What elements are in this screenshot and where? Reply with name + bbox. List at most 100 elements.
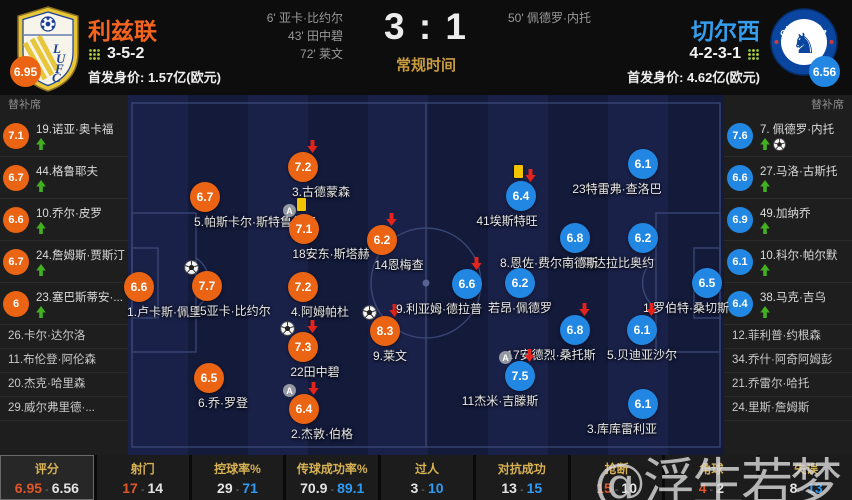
bench-player-row[interactable]: 6 23.塞巴斯蒂安·... <box>0 283 128 325</box>
bench-player-row[interactable]: 6.7 24.詹姆斯·贾斯汀 <box>0 241 128 283</box>
watermark: @浮生若梦 <box>594 454 842 500</box>
player-name: 23特雷弗·查洛巴 <box>572 182 662 196</box>
home-bench-panel: 替补席 7.1 19.诺亚·奥卡福 6.7 44.格鲁耶夫 6.6 10.乔尔·… <box>0 95 128 455</box>
stat-label: 评分 <box>34 461 59 476</box>
stat-home-value: 29 <box>217 479 233 496</box>
away-formation-row: 4-2-3-1 <box>689 45 760 63</box>
player-name: 22田中碧 <box>290 365 340 379</box>
bench-player-name: 44.格鲁耶夫 <box>36 165 98 178</box>
bench-player-row[interactable]: 34.乔什·阿奇阿姆彭 <box>724 349 852 373</box>
away-goal-events: 50' 佩德罗·内托 <box>508 9 591 27</box>
sub-off-arrow-icon <box>389 304 400 317</box>
bench-player-row[interactable]: 21.乔雷尔·哈托 <box>724 373 852 397</box>
match-status: 常规时间 <box>395 57 456 74</box>
player-name: 9.利亚姆·德拉普 <box>395 302 483 316</box>
stat-cell-possession[interactable]: 控球率% 29-71 <box>191 455 284 500</box>
stat-home-value: 8 <box>789 479 798 496</box>
goal-ball-icon <box>184 260 199 275</box>
bench-rating: 6.7 <box>3 248 29 275</box>
stat-cell-rating[interactable]: 评分 6.95-6.56 <box>0 455 94 500</box>
bench-player-row[interactable]: 29.威尔弗里德·... <box>0 397 128 421</box>
player-rating: 6.1 <box>628 149 658 179</box>
stat-cell-dribbles[interactable]: 过人 3-10 <box>381 455 473 500</box>
svg-text:U: U <box>56 51 66 66</box>
home-goal-events: 6' 亚卡·比约尔 43' 田中碧 72' 莱文 <box>267 9 343 63</box>
bench-player-row[interactable]: 6.9 49.加纳乔 <box>724 199 852 241</box>
player-rating: 6.8 <box>560 223 590 253</box>
player-rating: 7.1 <box>289 214 319 244</box>
bench-rating: 6.6 <box>3 206 29 233</box>
player-rating: 7.5 <box>505 361 535 391</box>
assist-badge: A <box>283 204 296 217</box>
away-team-name[interactable]: 切尔西 <box>691 18 760 44</box>
goal-event: 50' 佩德罗·内托 <box>508 11 591 25</box>
player-rating: 6.5 <box>194 363 224 393</box>
match-header: L U F C 6.95 利兹联 3-5-2 首发身价: 1.57亿(欧元) 6… <box>0 0 852 95</box>
player-rating: 6.1 <box>627 315 657 345</box>
bench-player-row[interactable]: 7.6 7. 佩德罗·内托 <box>724 115 852 157</box>
yellow-card-icon <box>297 198 306 211</box>
stat-label: 射门 <box>130 461 155 476</box>
stat-label: 抢断 <box>604 461 629 476</box>
bench-player-row[interactable]: 24.里斯·詹姆斯 <box>724 397 852 421</box>
player-name: 4.阿姆帕杜 <box>290 305 350 319</box>
player-rating: 6.4 <box>289 394 319 424</box>
player-name: 14恩梅查 <box>374 258 424 272</box>
player-rating: 7.2 <box>288 152 318 182</box>
bench-rating: 7.1 <box>3 122 29 149</box>
sub-on-arrow-icon <box>760 138 770 150</box>
player-name: 1.卢卡斯·佩里 <box>126 305 202 319</box>
goal-ball-icon <box>280 321 295 336</box>
stat-cell-errors[interactable]: 失误 8-13 <box>760 455 852 500</box>
stat-cell-pass-accuracy[interactable]: 传球成功率% 70.9-89.1 <box>286 455 379 500</box>
player-rating: 6.6 <box>124 272 154 302</box>
bench-player-row[interactable]: 6.7 44.格鲁耶夫 <box>0 157 128 199</box>
bench-player-row[interactable]: 11.布伦登·阿伦森 <box>0 349 128 373</box>
bench-player-row[interactable]: 12.菲利普·约根森 <box>724 325 852 349</box>
stat-label: 控球率% <box>214 461 261 476</box>
stat-cell-shots[interactable]: 射门 17-14 <box>96 455 189 500</box>
home-team-name[interactable]: 利兹联 <box>88 18 157 44</box>
bench-player-name: 24.詹姆斯·贾斯汀 <box>36 249 125 262</box>
home-team-rating-badge: 6.95 <box>10 56 41 87</box>
player-rating: 6.7 <box>190 182 220 212</box>
stat-home-value: 13 <box>501 479 517 496</box>
stat-home-value: 70.9 <box>300 479 328 496</box>
player-name: 5.贝迪亚沙尔 <box>606 348 678 362</box>
sub-off-arrow-icon <box>471 257 482 270</box>
player-name: 阿达拉比奥约 <box>581 256 655 270</box>
player-rating: 6.4 <box>506 181 536 211</box>
stat-away-value: 14 <box>147 479 164 496</box>
match-stats-bar: 评分 6.95-6.56 射门 17-14 控球率% 29-71 传球成功率% … <box>0 455 852 500</box>
bench-player-row[interactable]: 6.1 10.科尔·帕尔默 <box>724 241 852 283</box>
stat-cell-corners[interactable]: 角球 4-2 <box>665 455 758 500</box>
sub-on-arrow-icon <box>760 180 770 192</box>
bench-player-row[interactable]: 20.杰克·哈里森 <box>0 373 128 397</box>
player-name: 18安东·斯塔赫 <box>292 247 370 261</box>
sub-on-arrow-icon <box>36 222 46 234</box>
player-name: 3.库库雷利亚 <box>586 422 658 436</box>
home-formation: 3-5-2 <box>107 45 145 62</box>
bench-player-row[interactable]: 7.1 19.诺亚·奥卡福 <box>0 115 128 157</box>
player-rating: 7.2 <box>288 272 318 302</box>
player-name: 6.乔·罗登 <box>197 396 249 410</box>
stat-cell-tackles[interactable]: 抢断 15-10 <box>570 455 663 500</box>
bench-player-row[interactable]: 6.6 10.乔尔·皮罗 <box>0 199 128 241</box>
stat-cell-duels-won[interactable]: 对抗成功 13-15 <box>475 455 568 500</box>
sub-on-arrow-icon <box>760 306 770 318</box>
stat-home-value: 3 <box>410 479 419 496</box>
stat-away-value: 15 <box>526 479 543 496</box>
bench-player-row[interactable]: 6.4 38.马克·吉乌 <box>724 283 852 325</box>
goal-event: 6' 亚卡·比约尔 <box>266 11 343 25</box>
bench-player-name: 49.加纳乔 <box>760 207 811 220</box>
bench-player-row[interactable]: 26.卡尔·达尔洛 <box>0 325 128 349</box>
stat-away-value: 10 <box>621 479 637 496</box>
svg-text:F: F <box>54 61 64 76</box>
player-rating: 7.3 <box>288 332 318 362</box>
player-rating: 6.5 <box>692 268 722 298</box>
bench-player-row[interactable]: 6.6 27.马洛·古斯托 <box>724 157 852 199</box>
away-team-rating-badge: 6.56 <box>809 56 840 87</box>
player-rating: 7.7 <box>192 271 222 301</box>
pitch <box>128 95 724 455</box>
